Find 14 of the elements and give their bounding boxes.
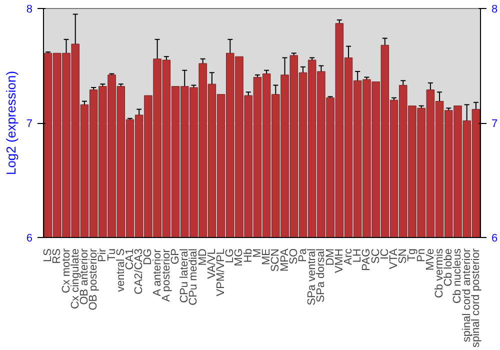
x-tick-label: RS (51, 248, 64, 264)
x-tick-label: SCN (270, 248, 282, 272)
x-tick-label: MVe (424, 248, 436, 271)
y-tick-label: 7 (26, 118, 33, 130)
y2-tick-label: 7 (492, 118, 498, 130)
y2-tick-label: 6 (492, 232, 498, 244)
x-tick-label: OB anterior (78, 248, 90, 305)
y2-tick-label: 8 (492, 4, 498, 16)
x-tick-label: Tg (406, 248, 418, 262)
x-tick-label: IC (378, 248, 391, 260)
y-tick-label: 6 (26, 232, 33, 244)
x-tick-label: CPu medial (188, 248, 200, 306)
y-axis-title: Log2 (expression) (3, 70, 18, 176)
y-tick-label: 8 (26, 4, 33, 16)
